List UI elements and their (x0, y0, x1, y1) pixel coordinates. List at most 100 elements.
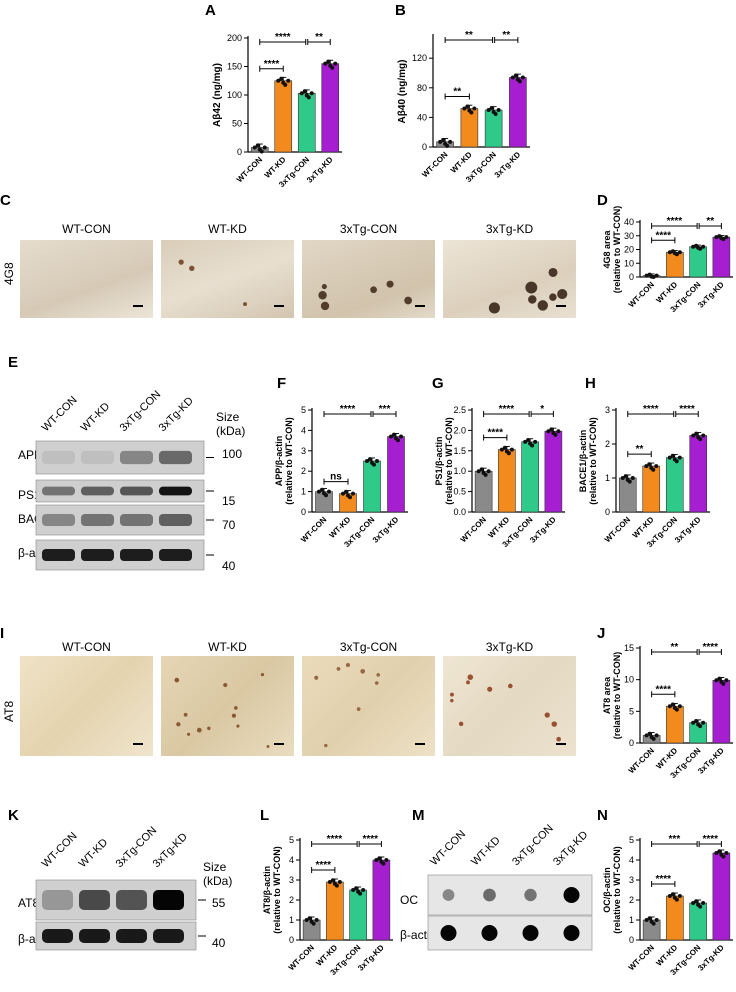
panel-letter-k: K (8, 807, 19, 824)
data-point-j (670, 702, 675, 707)
tangle-3xtg-con (360, 668, 366, 674)
y-tick-label-n: 3 (629, 875, 634, 885)
data-point-j (719, 680, 724, 685)
data-point-a (333, 61, 338, 66)
data-point-g (549, 427, 554, 432)
sig-label-f: **** (340, 404, 356, 415)
sig-label-j: **** (702, 642, 718, 653)
plaque-3xtg-con (386, 280, 394, 288)
data-point-h (701, 433, 706, 438)
data-point-g (486, 469, 491, 474)
data-point-a (257, 147, 262, 152)
bar-g-3xtg-kd (544, 430, 563, 513)
y-tick-label-d: 20 (624, 245, 634, 255)
bar-l-3xtg-kd (372, 859, 391, 941)
tangle-3xtg-con (336, 666, 341, 671)
data-point-l (332, 881, 337, 886)
x-tick-label-j: 3xTg-KD (696, 746, 726, 776)
data-point-j (654, 733, 659, 738)
y-axis-title-f: APP/β-actin (274, 436, 284, 487)
scale-bar (556, 743, 566, 745)
blot-band-e (159, 514, 192, 526)
wb-e-label-ps1: PS1 (18, 488, 41, 502)
y-axis-subtitle-g: (relative to WT-CON) (444, 417, 454, 505)
y-tick-label-j: 10 (624, 675, 634, 685)
sig-label-h: **** (643, 404, 659, 415)
tangle-3xtg-kd (458, 721, 464, 727)
data-point-n (647, 916, 652, 921)
bar-f-3xtg-con (363, 460, 381, 513)
y-tick-label-g: 2.5 (453, 405, 466, 415)
sig-label-j: **** (655, 684, 671, 695)
data-point-l (304, 918, 309, 922)
bar-d-3xtg-kd (712, 236, 731, 278)
bar-h-wt-kd (642, 465, 661, 513)
data-point-n (654, 918, 659, 922)
panel-letter-i: I (0, 625, 5, 642)
data-point-a (328, 63, 333, 68)
data-point-l (314, 918, 319, 922)
panel-letter-g: G (432, 375, 444, 392)
data-point-n (724, 851, 729, 855)
y-tick-label-l: 5 (289, 835, 294, 845)
data-point-b (489, 106, 494, 111)
data-point-b (462, 106, 467, 111)
tangle-wt-kd (196, 727, 202, 733)
x-tick-label-l: 3xTg-KD (356, 943, 386, 973)
sig-label-f: *** (379, 404, 391, 415)
data-point-b (465, 104, 470, 109)
lane-label-k: WT-CON (40, 830, 80, 870)
tangle-wt-kd (207, 726, 211, 731)
data-point-d (701, 244, 706, 249)
tangle-3xtg-con (356, 707, 361, 711)
blot-band-e (81, 450, 114, 465)
y-tick-label-l: 0 (289, 935, 294, 945)
data-point-g (528, 441, 533, 446)
wb-e-size-40: 40 (222, 559, 236, 573)
data-point-g (479, 467, 484, 472)
data-point-n (649, 919, 654, 924)
wb-m-label-oc: OC (400, 893, 418, 907)
bar-b-3xtg-kd (509, 77, 527, 148)
data-point-g (523, 439, 528, 444)
y-tick-label-g: 1.5 (453, 446, 466, 456)
data-point-h (620, 476, 625, 480)
data-point-f (327, 489, 331, 494)
blot-band-e (81, 514, 114, 526)
y-tick-label-n: 0 (629, 935, 634, 945)
image-label-wt-con-i: WT-CON (62, 640, 111, 654)
data-point-b (467, 108, 472, 113)
y-tick-label-j: 0 (629, 738, 634, 748)
y-tick-label-g: 0.0 (453, 507, 466, 517)
x-tick-label-n: WT-CON (627, 943, 656, 972)
dot-m (524, 888, 537, 902)
lane-label-m: WT-CON (428, 828, 468, 868)
data-point-j (724, 678, 729, 683)
data-point-b (443, 141, 448, 146)
data-point-l (377, 856, 382, 861)
sig-label-d: ** (706, 216, 714, 227)
micrograph-at8-wt-kd (161, 656, 294, 756)
tangle-3xtg-con (324, 743, 328, 748)
dot-m (563, 925, 580, 941)
y-axis-subtitle-j: (relative to WT-CON) (612, 652, 622, 740)
data-point-f (365, 459, 369, 463)
panel-letter-d: D (597, 192, 608, 209)
y-tick-label-h: 1 (605, 473, 610, 483)
scale-bar (415, 743, 425, 745)
x-tick-label-h: WT-CON (603, 515, 632, 544)
dot-m (440, 925, 457, 941)
dot-m (563, 887, 580, 903)
blot-band-e (42, 486, 75, 496)
data-point-a (281, 80, 286, 85)
data-point-n (667, 894, 672, 898)
scale-bar (133, 743, 143, 745)
data-point-l (327, 880, 332, 884)
y-axis-subtitle-l: (relative to WT-CON) (272, 846, 282, 934)
sig-label-b: ** (453, 87, 461, 98)
y-axis-subtitle-h: (relative to WT-CON) (588, 417, 598, 505)
data-point-l (356, 889, 361, 894)
blot-band-e (159, 450, 192, 465)
data-point-l (374, 858, 379, 862)
blot-band-e (42, 549, 75, 561)
